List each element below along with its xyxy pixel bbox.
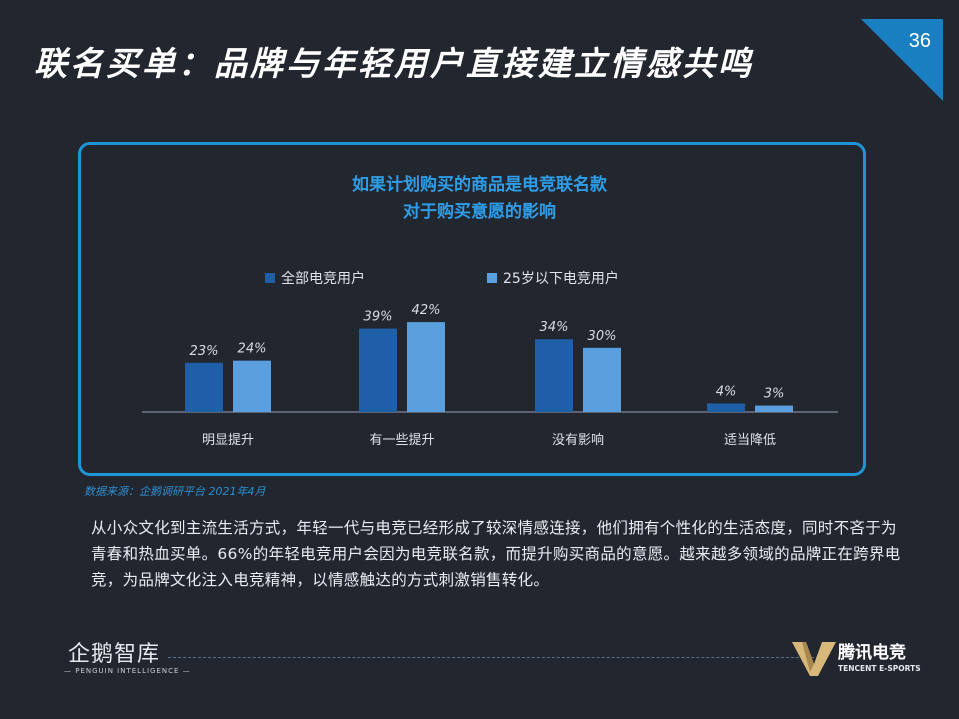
slide-title: 联名买单：品牌与年轻用户直接建立情感共鸣: [34, 44, 754, 83]
tencent-esports-v-icon: [792, 642, 836, 676]
page-number: 36: [908, 30, 931, 52]
body-paragraph: 从小众文化到主流生活方式，年轻一代与电竞已经形成了较深情感连接，他们拥有个性化的…: [91, 519, 901, 589]
chart-title-line-2: 对于购买意愿的影响: [403, 202, 556, 222]
legend-swatch-all-users: [265, 273, 275, 283]
data-source: 数据来源：企鹅调研平台 2021年4月: [84, 485, 266, 498]
chart-title-line-1: 如果计划购买的商品是电竞联名款: [352, 175, 607, 195]
page-number-badge: [861, 19, 943, 101]
legend-label-under25-users: 25岁以下电竞用户: [503, 271, 619, 287]
legend-item-under25-users: 25岁以下电竞用户: [487, 268, 619, 288]
penguin-logo-subtext: — PENGUIN INTELLIGENCE —: [64, 667, 191, 675]
tencent-esports-logo-subtext: TENCENT E-SPORTS: [838, 664, 921, 673]
legend-swatch-under25-users: [487, 273, 497, 283]
footer-divider: [168, 657, 819, 658]
tencent-esports-logo: 腾讯电竞 TENCENT E-SPORTS: [790, 636, 930, 682]
legend-item-all-users: 全部电竞用户: [265, 268, 365, 288]
legend-label-all-users: 全部电竞用户: [281, 271, 365, 287]
chart-frame: [78, 142, 866, 476]
tencent-esports-logo-text: 腾讯电竞: [838, 643, 906, 663]
penguin-intelligence-logo: 企鹅智库 — PENGUIN INTELLIGENCE —: [64, 636, 190, 684]
penguin-logo-text: 企鹅智库: [68, 642, 161, 667]
